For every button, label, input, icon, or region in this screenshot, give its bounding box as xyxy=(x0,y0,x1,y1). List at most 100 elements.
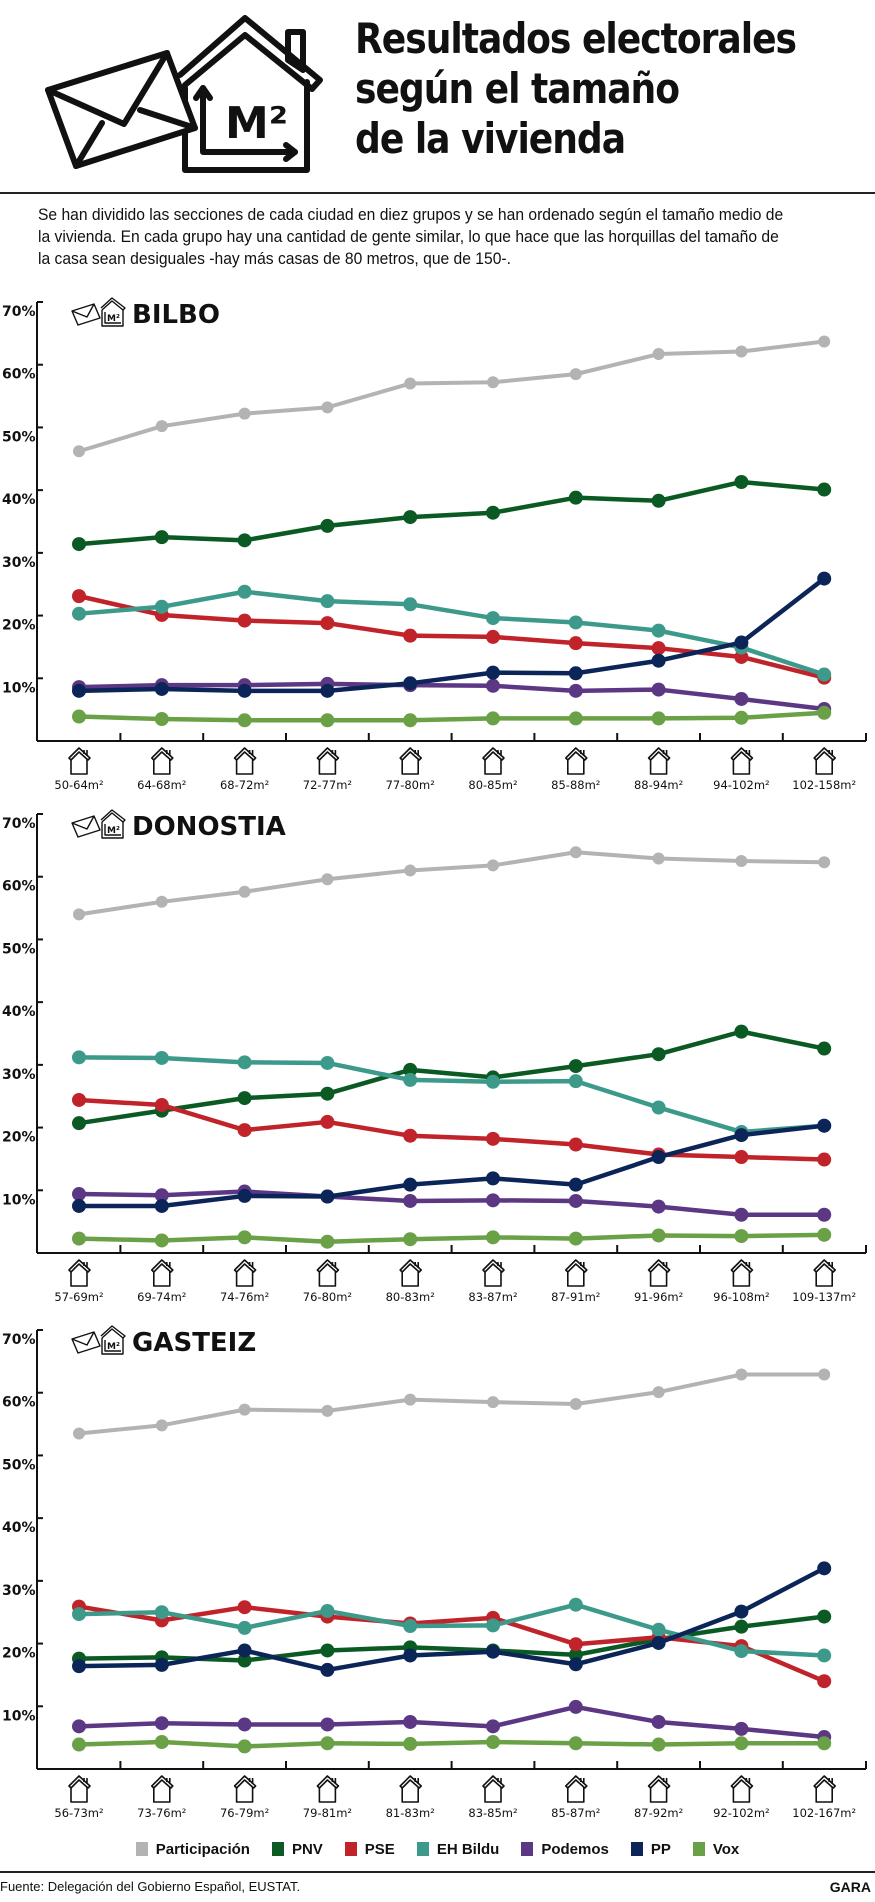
data-point xyxy=(154,1198,169,1213)
data-point xyxy=(734,1619,749,1634)
data-point xyxy=(486,678,500,693)
x-tick-label: 74-76m² xyxy=(220,1290,269,1304)
y-tick-label: 70% xyxy=(2,816,36,832)
x-tick-label: 102-158m² xyxy=(792,778,856,792)
x-tick-label: 79-81m² xyxy=(303,1806,352,1820)
data-point xyxy=(73,908,85,921)
series-line xyxy=(78,1372,825,1436)
x-tick-label: 56-73m² xyxy=(54,1806,103,1820)
title-line-2: según el tamaño xyxy=(355,64,680,113)
data-point xyxy=(651,1635,666,1650)
data-point xyxy=(154,1605,169,1620)
data-point xyxy=(237,1717,252,1732)
data-point xyxy=(651,1150,666,1165)
data-point xyxy=(486,1074,500,1089)
data-point xyxy=(237,713,252,728)
data-point xyxy=(403,1072,418,1087)
data-point xyxy=(237,1600,252,1615)
chart-title: DONOSTIA xyxy=(132,812,286,842)
legend-swatch xyxy=(630,1842,643,1856)
y-tick-label: 20% xyxy=(2,1646,36,1662)
data-point xyxy=(817,1648,832,1663)
data-point xyxy=(403,676,418,691)
legend-item-participacion: Participación xyxy=(135,1840,250,1858)
series-vox xyxy=(72,1735,832,1754)
house-icon xyxy=(813,1259,836,1287)
series-podemos xyxy=(72,676,832,717)
data-point xyxy=(651,711,666,726)
envelope-house-m2-icon: M² xyxy=(71,809,126,839)
data-point xyxy=(320,1234,335,1249)
house-icon xyxy=(316,1775,340,1803)
house-icon xyxy=(565,1775,588,1803)
data-point xyxy=(154,712,169,727)
legend: Participación PNV PSE EH Bildu Podemos P… xyxy=(0,1836,875,1862)
data-point xyxy=(486,1735,500,1750)
data-point xyxy=(651,1100,666,1115)
data-point xyxy=(817,1118,832,1133)
data-point xyxy=(651,653,666,668)
data-point xyxy=(568,1193,583,1208)
house-icon xyxy=(482,1775,505,1803)
house-icon xyxy=(399,1259,422,1287)
data-point xyxy=(154,1097,169,1112)
series-line xyxy=(78,710,825,723)
data-point xyxy=(403,1177,418,1192)
data-point xyxy=(72,683,86,698)
data-point xyxy=(817,1609,832,1624)
data-point xyxy=(403,1714,418,1729)
data-point xyxy=(569,1398,582,1411)
chart-bilbo: 10% 20% 30% 40% 50% 60% 70% 50-64m² 64-68m² 68-72… xyxy=(2,297,867,792)
data-point xyxy=(403,1648,418,1663)
legend-label: Participación xyxy=(155,1840,250,1858)
legend-label: Vox xyxy=(712,1840,740,1858)
data-point xyxy=(817,667,832,682)
series-line xyxy=(78,681,825,712)
data-point xyxy=(734,635,749,650)
page-title: Resultados electorales según el tamaño d… xyxy=(355,14,797,164)
data-point xyxy=(568,1137,583,1152)
y-tick-label: 60% xyxy=(2,367,36,383)
data-point xyxy=(73,445,85,458)
brand-logo: GARA xyxy=(829,1879,871,1895)
data-point xyxy=(734,1128,749,1143)
data-point xyxy=(72,1187,86,1202)
data-point xyxy=(403,713,418,728)
data-point xyxy=(237,584,252,599)
data-point xyxy=(154,1716,169,1731)
data-point xyxy=(734,1229,749,1244)
x-tick-label: 76-80m² xyxy=(303,1290,352,1304)
data-point xyxy=(320,616,335,631)
data-point xyxy=(238,407,251,420)
series-line xyxy=(78,1097,825,1162)
series-line xyxy=(78,1232,825,1244)
series-line xyxy=(78,1189,825,1217)
data-point xyxy=(320,1086,335,1101)
data-point xyxy=(651,493,666,508)
data-point xyxy=(154,1050,169,1065)
chart-gasteiz: 10% 20% 30% 40% 50% 60% 70% 56-73m² 73-76m² 76-79… xyxy=(2,1325,867,1820)
series-line xyxy=(78,589,825,677)
series-participación xyxy=(73,846,831,921)
data-point xyxy=(486,711,500,726)
data-point xyxy=(818,1368,831,1381)
series-eh-bildu xyxy=(72,584,832,682)
x-tick-label: 87-92m² xyxy=(634,1806,683,1820)
data-point xyxy=(486,1131,500,1146)
data-point xyxy=(238,885,251,898)
y-tick-label: 70% xyxy=(2,1332,36,1348)
series-vox xyxy=(72,705,832,728)
data-point xyxy=(237,1620,252,1635)
data-point xyxy=(652,852,665,865)
data-point xyxy=(155,895,168,908)
series-pp xyxy=(72,571,832,698)
data-point xyxy=(154,1233,169,1248)
house-icon xyxy=(565,1259,588,1287)
data-point xyxy=(72,1659,86,1674)
y-tick-label: 50% xyxy=(2,429,36,445)
title-line-3: de la vivienda xyxy=(355,114,626,163)
data-point xyxy=(568,490,583,505)
series-podemos xyxy=(72,1699,832,1745)
data-point xyxy=(568,1059,583,1074)
x-tick-label: 88-94m² xyxy=(634,778,683,792)
